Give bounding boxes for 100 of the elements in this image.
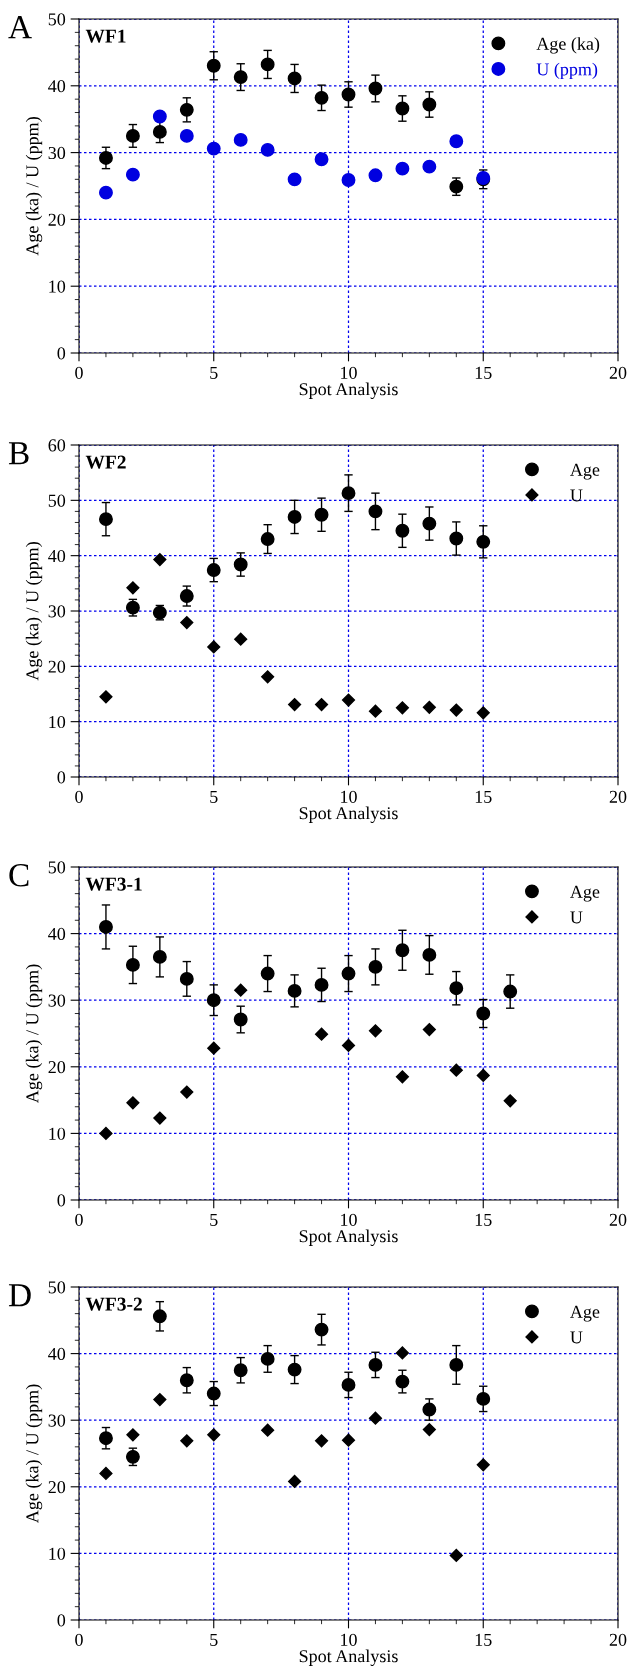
point <box>180 1434 194 1448</box>
point <box>99 150 113 165</box>
legend-label: Age <box>570 1305 600 1322</box>
x-tick-label: 0 <box>75 1213 83 1226</box>
legend-label: Age <box>570 885 600 902</box>
y-tick-label: 40 <box>48 80 66 93</box>
point <box>368 1357 383 1372</box>
point <box>260 57 275 72</box>
point <box>314 1322 329 1337</box>
point <box>233 1012 248 1027</box>
x-tick-label: 5 <box>210 1633 218 1646</box>
point <box>179 102 194 117</box>
legend-label: Age <box>570 463 600 480</box>
y-axis-title: Age (ka) / U (ppm) <box>25 117 43 256</box>
y-tick-label: 30 <box>48 605 66 618</box>
point <box>395 523 410 538</box>
text: A <box>8 16 32 39</box>
point <box>260 966 275 981</box>
point <box>476 1006 491 1021</box>
x-tick-label: 5 <box>210 1213 218 1226</box>
point <box>152 124 167 139</box>
point <box>207 640 221 654</box>
y-tick-label: 50 <box>48 1281 66 1294</box>
point <box>261 1423 275 1437</box>
point <box>449 981 464 996</box>
point <box>125 167 140 182</box>
point <box>422 97 437 112</box>
point <box>422 700 436 714</box>
point <box>99 1466 113 1481</box>
y-tick-label: 50 <box>48 13 66 26</box>
point <box>341 486 356 501</box>
point <box>476 1458 490 1472</box>
point <box>395 101 410 116</box>
point <box>125 957 140 972</box>
point <box>233 70 248 85</box>
y-tick-label: 40 <box>48 927 66 941</box>
point <box>476 534 491 549</box>
point <box>287 172 302 187</box>
point <box>126 581 140 595</box>
point <box>287 71 302 86</box>
x-tick-label: 20 <box>609 1633 627 1646</box>
point <box>368 1024 383 1038</box>
point <box>449 531 464 546</box>
legend-label: U (ppm) <box>536 62 598 80</box>
point <box>341 1433 356 1447</box>
point <box>314 697 329 712</box>
y-tick-label: 0 <box>57 347 66 360</box>
point <box>341 87 356 102</box>
point <box>422 1022 436 1037</box>
y-tick-label: 0 <box>57 1194 66 1207</box>
point <box>99 919 113 934</box>
x-axis-title: Spot Analysis <box>299 382 398 399</box>
point <box>99 1431 113 1446</box>
point <box>152 1309 167 1324</box>
point <box>260 142 275 157</box>
point <box>99 185 113 200</box>
text: D <box>8 1284 31 1307</box>
y-tick-label: 40 <box>48 549 66 563</box>
point <box>126 1096 140 1110</box>
x-axis-title: Spot Analysis <box>299 1229 398 1246</box>
x-tick-label: 20 <box>609 366 627 379</box>
point <box>422 947 437 962</box>
point <box>287 509 302 524</box>
point <box>368 704 383 718</box>
y-tick-label: 50 <box>48 861 66 874</box>
point <box>395 1346 409 1360</box>
y-tick-label: 60 <box>48 439 66 452</box>
y-tick-label: 30 <box>48 1414 66 1427</box>
x-tick-label: 10 <box>341 790 357 803</box>
point <box>341 1038 356 1053</box>
point <box>476 1068 490 1083</box>
text: C <box>9 864 29 887</box>
point <box>206 141 221 156</box>
point <box>153 1392 167 1407</box>
point <box>422 1422 436 1437</box>
point <box>341 173 356 187</box>
legend-label: U <box>570 1331 583 1344</box>
point <box>206 1386 221 1401</box>
point <box>287 983 302 998</box>
point <box>314 152 329 167</box>
point <box>476 1391 491 1406</box>
point <box>233 1363 248 1378</box>
point <box>449 134 464 149</box>
point <box>180 616 194 630</box>
x-tick-label: 20 <box>609 790 627 803</box>
point <box>153 552 167 567</box>
x-tick-label: 15 <box>475 1633 492 1646</box>
point <box>179 1373 194 1388</box>
point <box>207 1428 221 1442</box>
x-tick-label: 10 <box>341 1213 357 1226</box>
point <box>449 703 463 717</box>
point <box>368 959 383 974</box>
point <box>368 1411 383 1425</box>
x-tick-label: 10 <box>341 366 357 379</box>
x-tick-label: 0 <box>75 366 83 379</box>
x-tick-label: 0 <box>75 1633 83 1646</box>
point <box>368 504 383 519</box>
point <box>99 1126 113 1140</box>
y-tick-label: 10 <box>49 1127 66 1140</box>
y-axis-title: Age (ka) / U (ppm) <box>25 542 43 681</box>
